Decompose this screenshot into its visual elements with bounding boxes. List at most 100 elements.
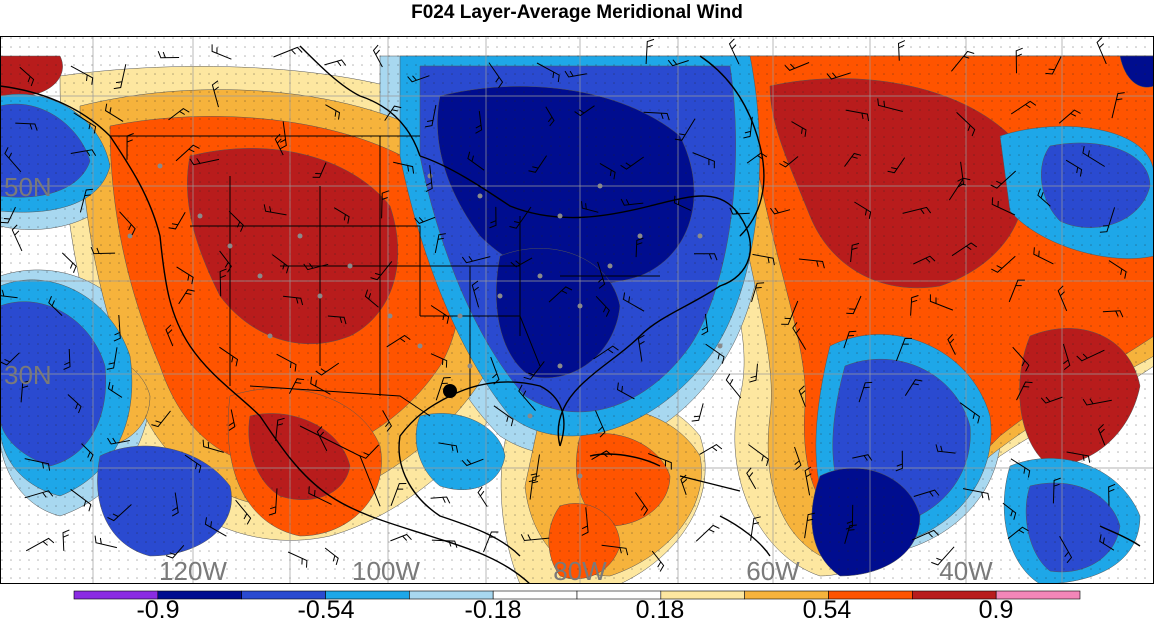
wind-barb xyxy=(1099,534,1115,551)
wind-barb xyxy=(219,250,232,273)
wind-barb xyxy=(461,458,484,467)
wind-barb xyxy=(61,252,77,273)
wind-barb xyxy=(751,282,765,303)
wind-barb xyxy=(94,535,118,549)
wind-barb xyxy=(272,254,289,274)
wind-barb xyxy=(211,80,219,108)
wind-barb xyxy=(591,450,613,461)
wind-barb xyxy=(959,402,980,424)
wind-barb xyxy=(151,410,171,428)
wind-barb xyxy=(692,152,715,169)
wind-barb xyxy=(620,198,644,206)
wind-barb xyxy=(1002,502,1017,520)
wind-barb xyxy=(947,334,956,355)
wind-barb xyxy=(165,324,174,347)
wind-barb xyxy=(913,489,940,497)
wind-barb xyxy=(1010,100,1037,115)
wind-barb xyxy=(951,242,978,257)
wind-barb xyxy=(316,426,328,452)
wind-barb xyxy=(168,107,190,121)
wind-barb xyxy=(620,156,644,170)
wind-barb xyxy=(310,376,331,395)
wind-barb xyxy=(935,444,956,454)
wind-barb xyxy=(390,483,407,506)
colorbar-label: 0.18 xyxy=(635,596,685,624)
wind-barb xyxy=(895,337,913,362)
wind-barb xyxy=(749,363,758,383)
wind-barb xyxy=(1108,483,1116,506)
wind-barb xyxy=(845,504,854,530)
wind-barb xyxy=(79,188,94,213)
wind-barb xyxy=(528,155,548,173)
wind-barb xyxy=(1033,247,1054,265)
wind-barb xyxy=(202,439,224,453)
wind-barb xyxy=(113,314,121,342)
wind-barb xyxy=(20,380,30,403)
wind-barb xyxy=(204,517,227,537)
coastlines xyxy=(0,45,1141,584)
wind-barb xyxy=(430,496,451,504)
wind-barb xyxy=(372,44,383,68)
wind-barb xyxy=(107,504,132,522)
wind-barb xyxy=(804,466,812,496)
wind-map: 50N 30N 120W 100W 80W 60W 40W xyxy=(0,36,1154,584)
wind-barb xyxy=(798,385,806,407)
wind-barb xyxy=(11,224,23,252)
stipple-overlay xyxy=(0,36,1154,584)
wind-barb xyxy=(104,103,124,122)
wind-barb xyxy=(268,488,278,516)
wind-barb xyxy=(581,201,599,213)
wind-barb xyxy=(581,507,589,536)
wind-barb xyxy=(430,353,448,368)
wind-barb xyxy=(24,458,51,471)
wind-barb xyxy=(25,537,55,552)
wind-barb xyxy=(748,444,769,467)
wind-barb xyxy=(168,211,186,230)
wind-barb xyxy=(157,51,180,59)
wind-barb xyxy=(991,255,1016,273)
colorbar-label: -0.54 xyxy=(297,596,355,624)
wind-barb xyxy=(48,296,63,316)
wind-barb xyxy=(435,377,451,401)
wind-barb xyxy=(844,524,857,544)
wind-barb xyxy=(414,216,436,224)
wind-barb xyxy=(0,352,20,366)
lon-label: 60W xyxy=(746,556,800,584)
wind-barb xyxy=(895,450,903,472)
wind-barb xyxy=(107,437,130,445)
wind-barb xyxy=(1058,109,1081,124)
wind-barb xyxy=(1082,398,1112,406)
wind-barb xyxy=(431,539,458,548)
wind-barb xyxy=(1102,310,1124,318)
wind-barb xyxy=(393,161,415,174)
wind-barb xyxy=(520,534,550,542)
wind-barb xyxy=(877,98,903,112)
wind-barb xyxy=(746,152,768,164)
wind-barb xyxy=(0,206,16,224)
wind-barb xyxy=(70,488,92,512)
wind-barb xyxy=(902,206,932,215)
wind-barb xyxy=(228,409,236,431)
wind-barb xyxy=(948,177,971,201)
wind-barb xyxy=(107,381,123,398)
wind-barb xyxy=(386,334,411,348)
wind-barb xyxy=(634,492,649,516)
wind-barb xyxy=(798,258,825,269)
wind-barb xyxy=(897,40,906,61)
station-markers xyxy=(127,163,723,479)
wind-barb xyxy=(287,551,308,568)
lat-label: 50N xyxy=(4,172,52,202)
wind-barb xyxy=(274,133,284,156)
wind-barb xyxy=(1007,526,1029,540)
wind-barb xyxy=(637,334,645,362)
wind-barb xyxy=(81,443,94,462)
wind-barb xyxy=(826,72,851,80)
wind-barb xyxy=(846,295,862,315)
wind-barb xyxy=(62,529,70,551)
wind-barb xyxy=(643,111,670,121)
wind-barb xyxy=(390,533,412,542)
wind-barb xyxy=(752,253,775,266)
wind-barb xyxy=(490,356,500,385)
wind-barb xyxy=(488,62,504,89)
wind-barb xyxy=(1099,207,1116,233)
